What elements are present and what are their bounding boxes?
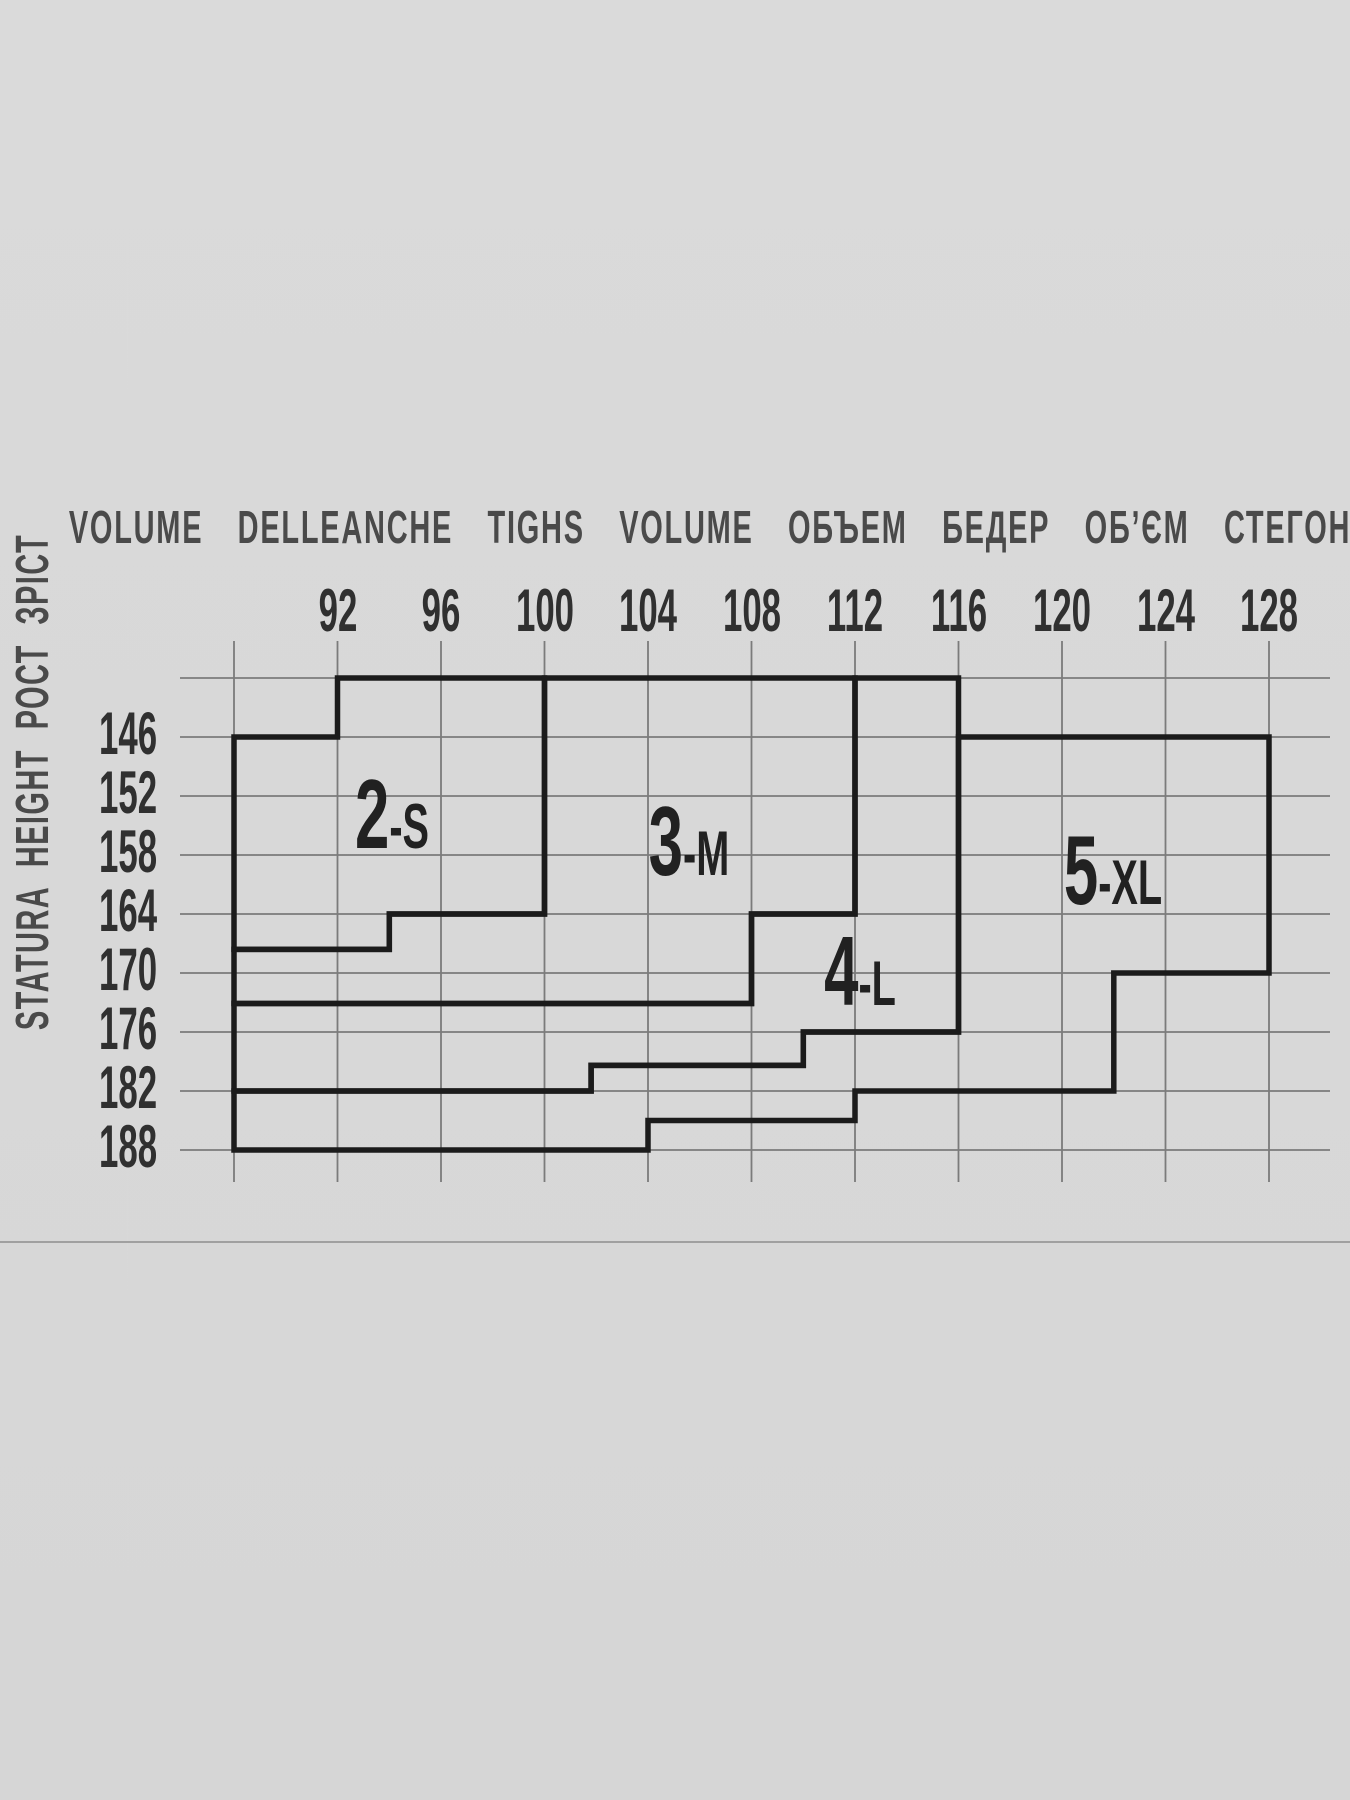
size-label-4-L: 4-L (803, 922, 917, 1050)
x-tick-label-112: 112 (826, 577, 884, 644)
size-label-suffix: -S (389, 792, 430, 863)
x-tick-label-128: 128 (1239, 577, 1299, 644)
size-label-main: 5 (1063, 814, 1099, 925)
y-tick-label-146: 146 (98, 700, 157, 767)
size-label-main: 2 (355, 759, 390, 870)
size-label-suffix: -L (858, 948, 896, 1019)
x-tick-label-92: 92 (318, 577, 357, 644)
size-label-2-S: 2-S (333, 765, 451, 893)
y-tick-label-158: 158 (98, 818, 157, 885)
y-tick-label-164: 164 (98, 877, 157, 944)
y-tick-label-182: 182 (98, 1054, 157, 1121)
y-tick-label-176: 176 (98, 995, 157, 1062)
y-tick-label-152: 152 (98, 759, 157, 826)
page-title-text: VOLUME DELLEANCHE TIGHS VOLUME ОБЪЕМ БЕД… (68, 501, 1350, 553)
x-tick-label-100: 100 (515, 577, 574, 644)
x-tick-label-116: 116 (930, 577, 987, 644)
size-label-3-M: 3-M (625, 792, 753, 920)
page-title: VOLUME DELLEANCHE TIGHS VOLUME ОБЪЕМ БЕД… (0, 504, 1350, 550)
bottom-divider (0, 1241, 1350, 1243)
x-tick-label-96: 96 (421, 577, 461, 644)
size-region-5-XL (231, 734, 1272, 1153)
x-tick-label-104: 104 (618, 577, 678, 644)
size-label-5-XL: 5-XL (1035, 821, 1191, 949)
y-tick-label-170: 170 (98, 936, 157, 1003)
size-label-suffix: -XL (1098, 847, 1163, 918)
y-tick-label-188: 188 (98, 1113, 157, 1180)
size-label-suffix: -M (682, 818, 730, 889)
x-tick-label-124: 124 (1136, 577, 1195, 644)
size-label-main: 3 (648, 785, 683, 896)
x-tick-label-120: 120 (1032, 577, 1092, 644)
size-label-main: 4 (824, 915, 859, 1026)
x-tick-label-108: 108 (722, 577, 781, 644)
